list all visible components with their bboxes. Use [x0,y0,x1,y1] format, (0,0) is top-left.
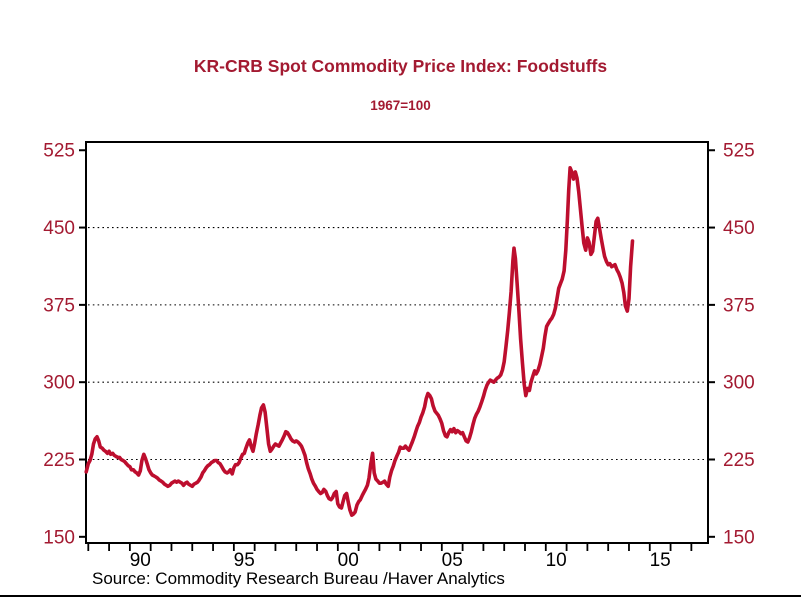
y-tick-label-left: 300 [43,373,75,394]
y-tick-label-right: 300 [723,373,755,394]
y-tick-label-right: 450 [723,218,755,239]
y-tick-label-left: 225 [43,450,75,471]
y-tick-label-right: 150 [723,527,755,548]
y-tick-label-right: 225 [723,450,755,471]
y-tick-label-right: 375 [723,295,755,316]
x-tick-label: 90 [130,550,151,571]
x-tick-label: 10 [546,550,567,571]
x-tick-label: 05 [442,550,463,571]
chart-subtitle: 1967=100 [370,98,431,113]
chart-title: KR-CRB Spot Commodity Price Index: Foods… [193,56,608,76]
plot-frame [85,141,709,544]
x-tick-label: 00 [338,550,359,571]
source-note: Source: Commodity Research Bureau /Haver… [92,569,505,588]
y-tick-label-left: 150 [43,527,75,548]
y-tick-label-left: 450 [43,218,75,239]
y-tick-label-right: 525 [723,141,755,162]
y-tick-label-left: 525 [43,141,75,162]
x-tick-label: 15 [650,550,671,571]
x-tick-label: 95 [234,550,255,571]
y-tick-label-left: 375 [43,295,75,316]
bottom-divider [0,595,801,597]
data-line-foodstuffs [84,166,635,518]
